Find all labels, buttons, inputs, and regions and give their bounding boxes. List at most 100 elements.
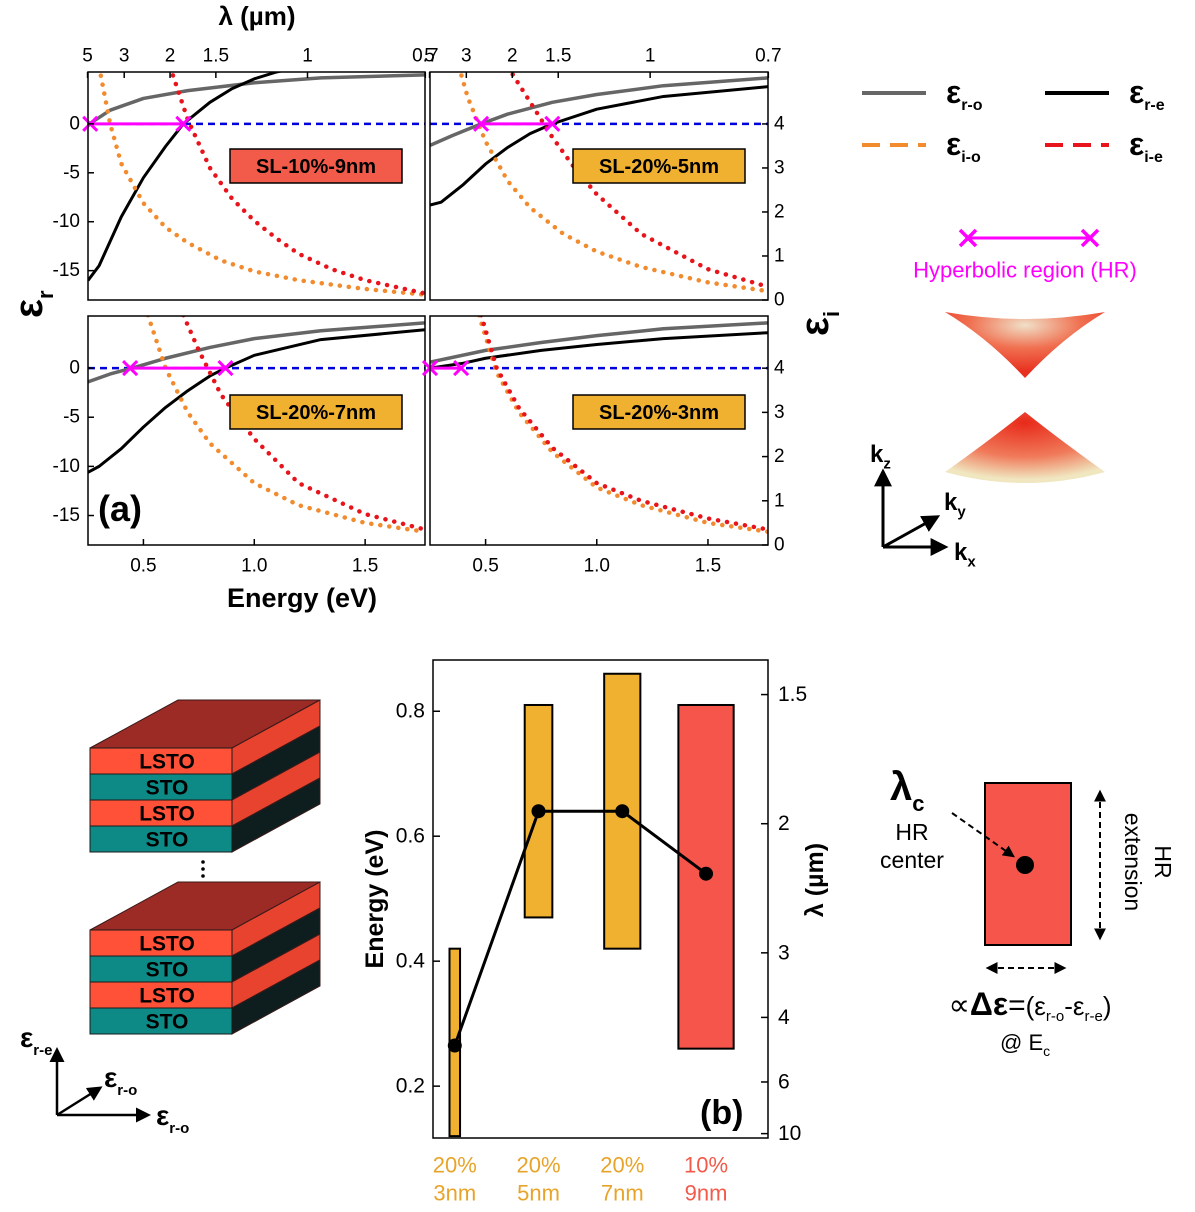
- y-tick-label: 0: [69, 113, 80, 134]
- formula: ∝Δε=(εr-o-εr-e): [948, 986, 1111, 1025]
- at-ec: @ Ec: [1000, 1030, 1050, 1059]
- text-part: ε: [946, 126, 961, 162]
- text-part: (: [1026, 991, 1035, 1021]
- series-line: [479, 316, 768, 532]
- y2-tick-label: 2: [774, 201, 785, 222]
- k-axis-label: kz: [870, 441, 891, 473]
- layer-label: LSTO: [139, 985, 195, 1008]
- x-tick-label: 20%: [517, 1153, 561, 1178]
- k-axis-label: ky: [944, 489, 966, 521]
- text-part: ε: [793, 317, 837, 336]
- range-bar: [677, 703, 735, 1050]
- y-tick-label: 0.6: [396, 825, 425, 848]
- series-line: [145, 316, 425, 534]
- x2-tick-label: 3: [119, 46, 130, 67]
- text-part: ε: [946, 74, 961, 110]
- x-tick-label: 9nm: [685, 1181, 728, 1206]
- y-tick-label: -15: [53, 505, 80, 526]
- hr-legend: Hyperbolic region (HR): [913, 258, 1137, 283]
- frame: [87, 315, 426, 546]
- hr-marker: [175, 115, 192, 132]
- text-part: ε: [1073, 991, 1085, 1021]
- plot-area: [88, 316, 425, 534]
- text-part: ): [1103, 991, 1112, 1021]
- panel-label: (b): [700, 1094, 743, 1132]
- legend-label: εi-e: [1129, 126, 1163, 166]
- x2-tick-label: 3: [461, 46, 472, 67]
- frame: [87, 71, 426, 301]
- stack-front: [89, 1007, 233, 1035]
- y2-axis-label: εi: [793, 311, 844, 336]
- y-axis-label: εr: [7, 290, 58, 318]
- text-part: -: [1064, 991, 1073, 1021]
- series-line: [430, 331, 768, 370]
- y-tick-label: -10: [53, 456, 80, 477]
- legend-label: εr-o: [946, 74, 983, 114]
- layer-label: LSTO: [139, 803, 195, 826]
- tag-box: [229, 394, 403, 430]
- hr-marker: [217, 360, 234, 377]
- x-tick-label: 1.0: [584, 556, 610, 577]
- text-part: k: [944, 489, 958, 516]
- text-part: k: [954, 539, 968, 566]
- layer-label: LSTO: [139, 933, 195, 956]
- tag-box: [572, 394, 746, 430]
- x2-tick-label: 0.7: [755, 46, 781, 67]
- stack-front: [89, 929, 233, 957]
- text-part: =: [1008, 989, 1026, 1022]
- center-line: [453, 809, 707, 1047]
- stack-front: [89, 799, 233, 827]
- text-part: ε: [7, 299, 51, 318]
- text-part: c: [912, 791, 924, 816]
- arrow: [951, 812, 1015, 858]
- tag-box: [572, 148, 746, 184]
- y-tick-label: 0.2: [396, 1075, 425, 1098]
- y2-tick-label: 3: [778, 941, 790, 964]
- x2-tick-label: 2: [165, 46, 176, 67]
- hr-extension: HR: [1150, 845, 1176, 878]
- x-tick-label: 1.5: [695, 556, 721, 577]
- x2-tick-label: 5: [82, 46, 93, 67]
- text-part: i-e: [1144, 149, 1163, 166]
- schematic-arrows: [951, 789, 1106, 974]
- x2-tick-label: 0.7: [412, 46, 438, 67]
- text-part: ε: [1129, 74, 1144, 110]
- tag: SL-20%-7nm: [256, 402, 376, 424]
- text-part: ε: [1034, 991, 1046, 1021]
- text-part: c: [1043, 1043, 1050, 1059]
- y2-tick-label: 0: [774, 535, 785, 556]
- x2-tick-label: 1: [645, 46, 656, 67]
- k-axes: [874, 468, 949, 556]
- y-tick-label: -10: [53, 211, 80, 232]
- y-tick-label: -5: [63, 407, 80, 428]
- x2-tick-label: 1: [302, 46, 313, 67]
- text-part: r-e: [1144, 97, 1165, 114]
- stack-front: [89, 773, 233, 801]
- text-part: @ E: [1000, 1030, 1043, 1055]
- text-part: ε: [104, 1062, 117, 1093]
- text-part: ∝: [948, 989, 969, 1022]
- text-part: Δε: [970, 986, 1008, 1022]
- x-tick-label: 20%: [433, 1153, 477, 1178]
- text-part: r-o: [117, 1082, 137, 1099]
- schematic-dot: [1016, 856, 1034, 874]
- layer-label: STO: [146, 1011, 189, 1034]
- text-part: z: [883, 456, 891, 473]
- text-part: r: [33, 290, 58, 299]
- hr-extension: extension: [1120, 813, 1146, 911]
- x2-tick-label: 1.5: [545, 46, 571, 67]
- y-tick-label: -5: [63, 162, 80, 183]
- series-line: [88, 328, 425, 474]
- center-dot: [615, 804, 630, 819]
- center-dot: [447, 1038, 462, 1053]
- y2-tick-label: 6: [778, 1070, 790, 1093]
- hr-marker: [473, 115, 490, 132]
- x-tick-label: 10%: [684, 1153, 728, 1178]
- y-tick-label: -15: [53, 260, 80, 281]
- frame: [429, 71, 769, 301]
- x2-axis-label: λ (µm): [218, 1, 295, 31]
- x-tick-label: 1.5: [352, 556, 378, 577]
- tag: SL-20%-3nm: [599, 402, 719, 424]
